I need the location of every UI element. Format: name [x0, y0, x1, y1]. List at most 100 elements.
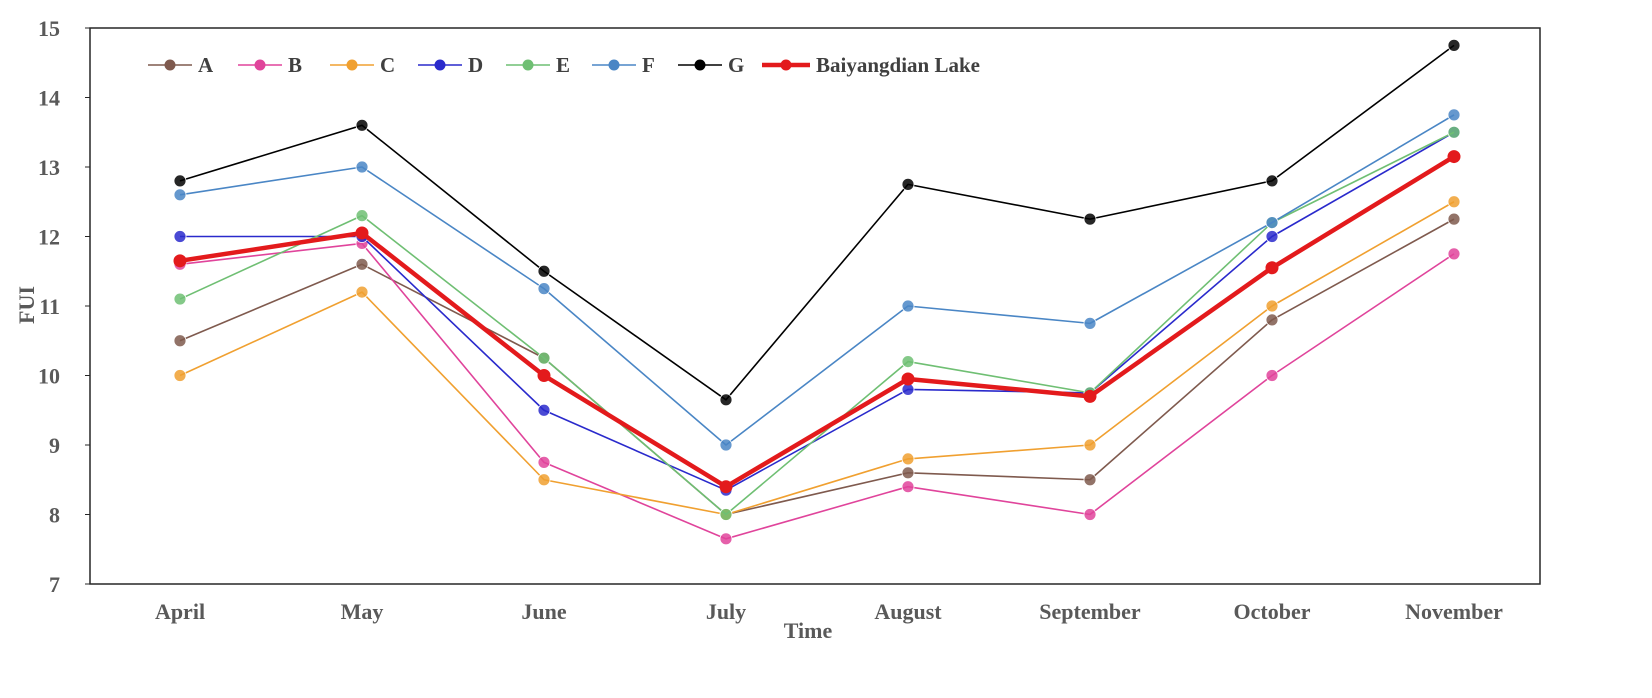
x-tick-label: June: [521, 599, 566, 624]
legend-label: F: [642, 53, 655, 77]
legend-item: G: [678, 53, 744, 77]
legend-item: D: [418, 53, 483, 77]
data-point: [1447, 247, 1461, 261]
series-b: [173, 237, 1461, 546]
y-axis-title: FUI: [14, 286, 39, 324]
y-tick-label: 14: [38, 86, 60, 111]
legend-label: G: [728, 53, 744, 77]
legend-item: B: [238, 53, 302, 77]
y-tick-label: 9: [49, 433, 60, 458]
legend-marker: [608, 59, 620, 71]
data-point: [719, 438, 733, 452]
data-point: [1265, 313, 1279, 327]
legend-label: D: [468, 53, 483, 77]
series-a: [173, 212, 1461, 521]
x-tick-label: November: [1405, 599, 1503, 624]
data-point: [1447, 108, 1461, 122]
data-point: [901, 355, 915, 369]
legend-marker: [254, 59, 266, 71]
data-point: [901, 177, 915, 191]
data-point: [1083, 508, 1097, 521]
legend-item: Baiyangdian Lake: [762, 53, 980, 77]
data-point: [1265, 230, 1279, 243]
series-line: [179, 218, 1455, 516]
legend: A B C D E F G Baiyangdian Lake: [148, 53, 980, 77]
legend-marker: [346, 59, 358, 71]
data-point: [719, 508, 733, 521]
y-tick-label: 12: [38, 225, 60, 250]
data-point: [901, 299, 915, 313]
data-point: [537, 473, 551, 487]
data-point: [1447, 125, 1461, 139]
x-tick-label: July: [706, 599, 746, 624]
x-tick-label: April: [155, 599, 205, 624]
x-tick-label: May: [341, 599, 384, 624]
data-point: [173, 188, 187, 202]
series-line: [179, 154, 1456, 489]
data-point: [1447, 38, 1461, 52]
data-point: [355, 257, 369, 271]
series-line: [180, 131, 1455, 491]
data-point: [719, 532, 733, 546]
legend-marker: [522, 59, 534, 71]
data-point: [537, 351, 551, 365]
legend-item: F: [592, 53, 655, 77]
series-line: [179, 114, 1455, 446]
data-point: [173, 174, 187, 188]
legend-label: Baiyangdian Lake: [816, 53, 980, 77]
series-e: [173, 125, 1461, 521]
data-point: [537, 403, 551, 417]
data-point: [719, 393, 733, 407]
series-layer: [173, 38, 1461, 546]
data-point: [1083, 316, 1097, 330]
x-axis-title: Time: [784, 618, 833, 643]
data-point: [537, 455, 551, 469]
series-line: [179, 242, 1455, 540]
legend-marker: [164, 59, 176, 71]
y-tick-label: 8: [49, 503, 60, 528]
x-tick-label: September: [1039, 599, 1141, 624]
y-tick-label: 11: [39, 294, 60, 319]
data-point: [355, 160, 369, 174]
data-point: [1447, 212, 1461, 226]
data-point: [173, 334, 187, 348]
data-point: [355, 285, 369, 299]
data-point: [1083, 473, 1097, 487]
data-point: [1265, 174, 1279, 188]
data-point: [901, 480, 915, 494]
series-c: [173, 195, 1461, 521]
data-point: [1083, 438, 1097, 452]
plot-frame: [89, 27, 1541, 585]
data-point: [537, 282, 551, 296]
legend-marker: [780, 59, 792, 71]
series-f: [173, 108, 1461, 452]
data-point: [1265, 299, 1279, 313]
data-point: [355, 118, 369, 132]
data-point: [1265, 216, 1279, 230]
legend-label: B: [288, 53, 302, 77]
series-line: [179, 131, 1455, 516]
x-tick-label: August: [874, 599, 942, 624]
data-point: [537, 369, 551, 382]
data-point: [1447, 150, 1461, 164]
data-point: [1083, 389, 1097, 403]
y-tick-label: 7: [49, 572, 60, 597]
data-point: [1083, 212, 1097, 226]
data-point: [901, 452, 915, 466]
legend-marker: [694, 59, 706, 71]
data-point: [173, 230, 187, 243]
data-point: [719, 480, 733, 494]
data-point: [173, 254, 187, 268]
data-point: [173, 292, 187, 306]
data-point: [355, 226, 369, 240]
legend-item: E: [506, 53, 570, 77]
series-baiyangdian-lake: [173, 150, 1461, 494]
y-tick-label: 15: [38, 16, 60, 41]
data-point: [537, 264, 551, 278]
legend-item: C: [330, 53, 395, 77]
y-tick-label: 10: [38, 364, 60, 389]
data-point: [355, 209, 369, 223]
y-tick-label: 13: [38, 155, 60, 180]
series-g: [173, 38, 1461, 407]
